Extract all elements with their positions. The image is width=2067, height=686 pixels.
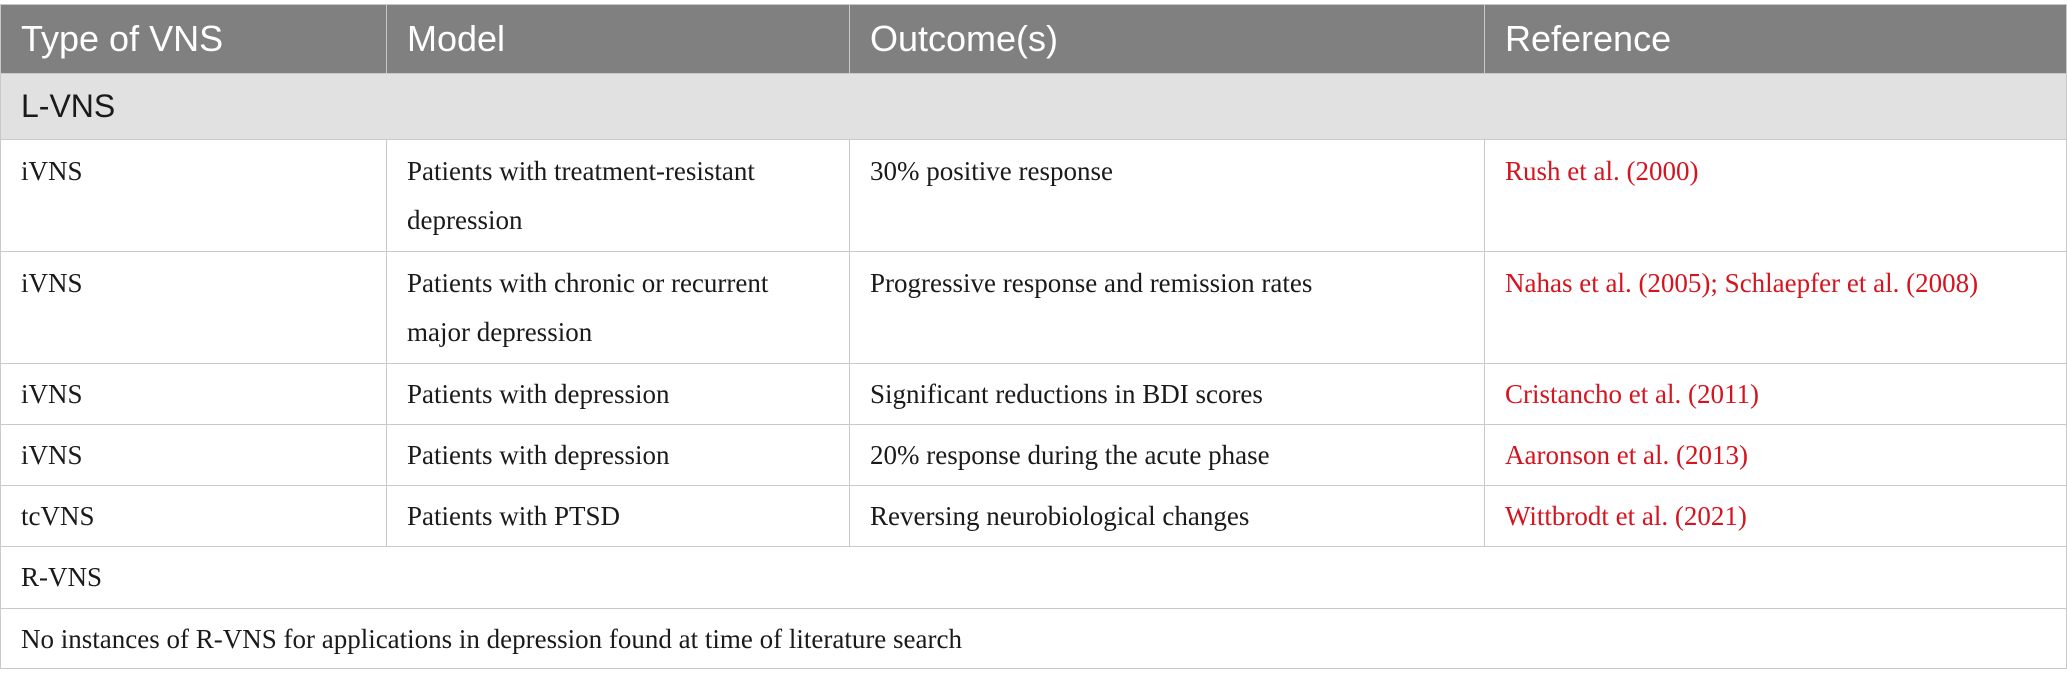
header-model: Model (386, 4, 850, 74)
cell-reference: Wittbrodt et al. (2021) (1484, 485, 2067, 547)
note-text: No instances of R-VNS for applications i… (0, 608, 2067, 669)
section-row-lvns: L-VNS (0, 73, 2067, 140)
header-outcomes: Outcome(s) (849, 4, 1485, 74)
cell-reference: Cristancho et al. (2011) (1484, 363, 2067, 425)
cell-reference: Aaronson et al. (2013) (1484, 424, 2067, 486)
cell-outcome: Progressive response and remission rates (849, 251, 1485, 364)
note-row: No instances of R-VNS for applications i… (0, 608, 2067, 669)
vns-depression-table: Type of VNS Model Outcome(s) Reference L… (0, 4, 2067, 669)
cell-reference: Nahas et al. (2005); Schlaepfer et al. (… (1484, 251, 2067, 364)
header-reference: Reference (1484, 4, 2067, 74)
cell-outcome: 30% positive response (849, 139, 1485, 252)
table-row: iVNS Patients with treatment-resistant d… (0, 139, 2067, 252)
cell-model: Patients with PTSD (386, 485, 850, 547)
table-row: iVNS Patients with depression 20% respon… (0, 424, 2067, 486)
section-label-lvns: L-VNS (0, 73, 2067, 140)
cell-model: Patients with depression (386, 363, 850, 425)
table-row: tcVNS Patients with PTSD Reversing neuro… (0, 485, 2067, 547)
reference-link[interactable]: Nahas et al. (2005); Schlaepfer et al. (… (1505, 268, 1979, 298)
cell-outcome: Reversing neurobiological changes (849, 485, 1485, 547)
reference-link[interactable]: Cristancho et al. (2011) (1505, 379, 1759, 409)
cell-type: iVNS (0, 424, 387, 486)
cell-reference: Rush et al. (2000) (1484, 139, 2067, 252)
section-label-rvns: R-VNS (0, 546, 2067, 609)
cell-outcome: 20% response during the acute phase (849, 424, 1485, 486)
cell-model: Patients with chronic or recurrent major… (386, 251, 850, 364)
header-type-of-vns: Type of VNS (0, 4, 387, 74)
cell-type: tcVNS (0, 485, 387, 547)
cell-type: iVNS (0, 251, 387, 364)
table-row: iVNS Patients with depression Significan… (0, 363, 2067, 425)
section-row-rvns: R-VNS (0, 546, 2067, 609)
cell-type: iVNS (0, 363, 387, 425)
table-row: iVNS Patients with chronic or recurrent … (0, 251, 2067, 364)
cell-outcome: Significant reductions in BDI scores (849, 363, 1485, 425)
reference-link[interactable]: Wittbrodt et al. (2021) (1505, 501, 1747, 531)
reference-link[interactable]: Rush et al. (2000) (1505, 156, 1699, 186)
cell-model: Patients with treatment-resistant depres… (386, 139, 850, 252)
cell-type: iVNS (0, 139, 387, 252)
reference-link[interactable]: Aaronson et al. (2013) (1505, 440, 1748, 470)
table-header-row: Type of VNS Model Outcome(s) Reference (0, 4, 2067, 74)
cell-model: Patients with depression (386, 424, 850, 486)
